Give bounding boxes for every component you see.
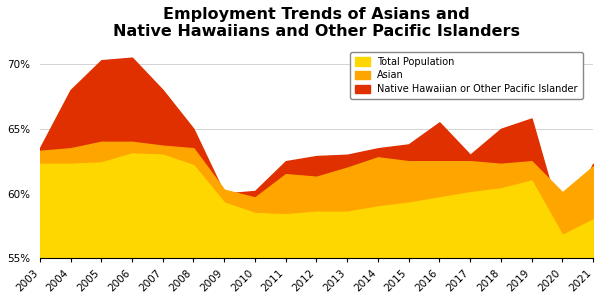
Title: Employment Trends of Asians and
Native Hawaiians and Other Pacific Islanders: Employment Trends of Asians and Native H… xyxy=(113,7,520,39)
Legend: Total Population, Asian, Native Hawaiian or Other Pacific Islander: Total Population, Asian, Native Hawaiian… xyxy=(350,52,583,99)
